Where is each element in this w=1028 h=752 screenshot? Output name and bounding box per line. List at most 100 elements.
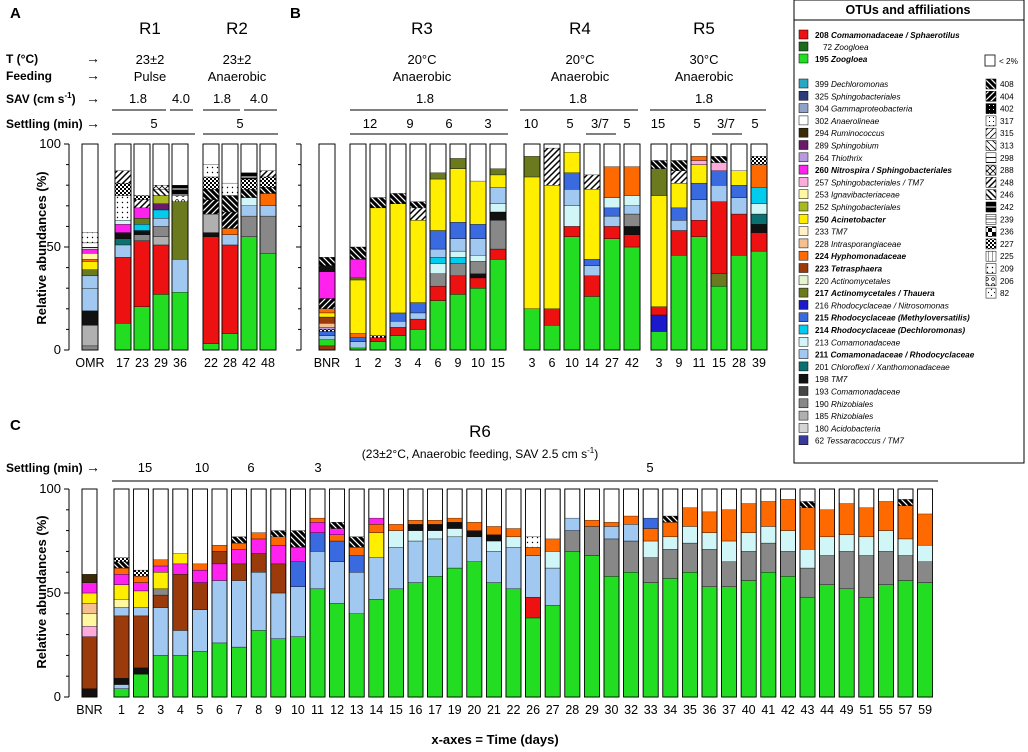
x-tick-label: 35: [683, 703, 697, 717]
bar-b-16: 9: [670, 143, 688, 370]
bar-segment-215: [670, 207, 688, 221]
bar-c-4: 4: [172, 488, 189, 717]
legend-swatch: [798, 91, 809, 101]
settling-label: 5: [646, 460, 653, 475]
legend-swatch: [985, 214, 997, 225]
settling-label: 10: [524, 116, 538, 131]
legend-item-257: 257 Sphingobacteriales / TM7: [798, 177, 924, 187]
bar-segment-185: [81, 325, 99, 347]
legend: OTUs and affiliations 208 Comamonadaceae …: [793, 0, 1025, 464]
bar-outline: [318, 143, 336, 351]
legend-item-260: 260 Nitrospira / Sphingobacteriales: [798, 164, 952, 175]
bar-outline: [429, 143, 447, 351]
bar-segment-195: [113, 688, 130, 698]
legend-label: 198 TM7: [815, 375, 848, 384]
legend-item-302: 302 Anaerolineae: [798, 115, 880, 126]
legend-swatch: [798, 275, 809, 286]
bar-segment-p242: [240, 172, 258, 180]
bar-segment-185: [202, 213, 220, 233]
bar-outline: [489, 143, 507, 351]
y-axis-b: [296, 143, 302, 351]
legend-swatch: [798, 435, 809, 445]
bar-b-10: 6: [543, 143, 561, 370]
bar-segment-217: [710, 273, 728, 287]
bar-outline: [231, 488, 248, 698]
bar-segment-190: [152, 226, 170, 237]
bar-segment-250: [449, 168, 467, 223]
bar-segment-215: [409, 302, 427, 314]
bar-segment-211: [81, 275, 99, 289]
legend-label: 227: [1000, 240, 1014, 249]
bar-segment-294: [81, 574, 98, 583]
bar-segment-213: [603, 197, 621, 209]
bar-segment-195: [133, 306, 151, 351]
legend-swatch: [798, 201, 809, 212]
bar-segment-224: [81, 259, 99, 262]
bar-segment-260: [172, 563, 188, 575]
legend-item-304: 304 Gammaproteobacteria: [798, 103, 913, 114]
bar-segment-211: [309, 551, 326, 590]
sav-r5: 1.8: [695, 91, 713, 106]
bar-c-24: 28: [564, 488, 581, 717]
bar-c-35: 42: [780, 488, 796, 717]
bar-c-16: 16: [407, 488, 424, 717]
bar-segment-195: [523, 308, 541, 351]
bar-segment-211: [114, 244, 132, 258]
bar-c-29: 34: [662, 488, 679, 717]
bar-segment-211: [329, 561, 345, 604]
bar-segment-190: [623, 540, 639, 573]
bar-segment-195: [407, 582, 424, 698]
bar-segment-195: [505, 588, 522, 698]
bar-outline: [191, 488, 208, 698]
bar-segment-p227: [133, 195, 151, 200]
row-label-sav: SAV (cm s-1): [6, 91, 76, 106]
bar-segment-p408: [799, 501, 816, 508]
bar-segment-253: [81, 253, 99, 260]
bar-segment-198: [447, 522, 463, 529]
bar-segment-198: [318, 265, 336, 272]
x-tick-label: 1: [118, 703, 125, 717]
x-tick-label: 10: [565, 356, 579, 370]
legend-label: 298: [1000, 154, 1014, 163]
bar-segment-224: [623, 166, 641, 196]
bar-segment-223: [318, 345, 336, 351]
bar-segment-211: [563, 189, 581, 206]
bar-segment-208: [563, 226, 581, 237]
bar-a-6: 28: [221, 143, 239, 370]
bar-outline: [603, 143, 621, 351]
bar-c-15: 15: [387, 488, 404, 717]
bar-segment-224: [466, 522, 482, 531]
bar-segment-215: [730, 185, 748, 198]
bar-segment-195: [318, 339, 336, 347]
legend-label: 201 Chloroflexi / Xanthomonadaceae: [815, 363, 950, 372]
bar-outline: [485, 488, 502, 698]
bar-segment-198: [113, 678, 130, 685]
bar-a-7: 42: [240, 143, 258, 370]
bar-c-9: 9: [270, 488, 287, 717]
legend-label: 225: [1000, 252, 1014, 261]
bar-segment-195: [545, 605, 561, 698]
bar-segment-190: [623, 213, 641, 227]
bar-segment-213: [741, 532, 757, 552]
bar-segment-260: [251, 538, 267, 554]
bar-b-11: 10: [563, 143, 581, 370]
legend-swatch: [798, 41, 809, 52]
bar-segment-213: [429, 263, 447, 274]
bar-segment-p248: [133, 199, 151, 209]
bar-segment-195: [449, 294, 467, 351]
bar-segment-228: [81, 603, 98, 614]
bar-a-4: 36: [171, 143, 189, 370]
x-tick-label: 42: [242, 356, 256, 370]
bar-segment-198: [81, 310, 99, 326]
legend-pattern-402: 402: [985, 103, 1014, 114]
bar-b-7: 10: [469, 143, 487, 370]
bar-segment-211: [447, 536, 463, 569]
bar-segment-195: [172, 655, 188, 698]
bar-c-13: 13: [348, 488, 365, 717]
bar-segment-195: [543, 325, 561, 351]
bar-segment-213: [917, 544, 933, 562]
bar-segment-198: [202, 232, 220, 237]
bar-segment-211: [710, 185, 728, 202]
bar-segment-190: [643, 557, 659, 583]
bar-segment-250: [153, 572, 169, 590]
